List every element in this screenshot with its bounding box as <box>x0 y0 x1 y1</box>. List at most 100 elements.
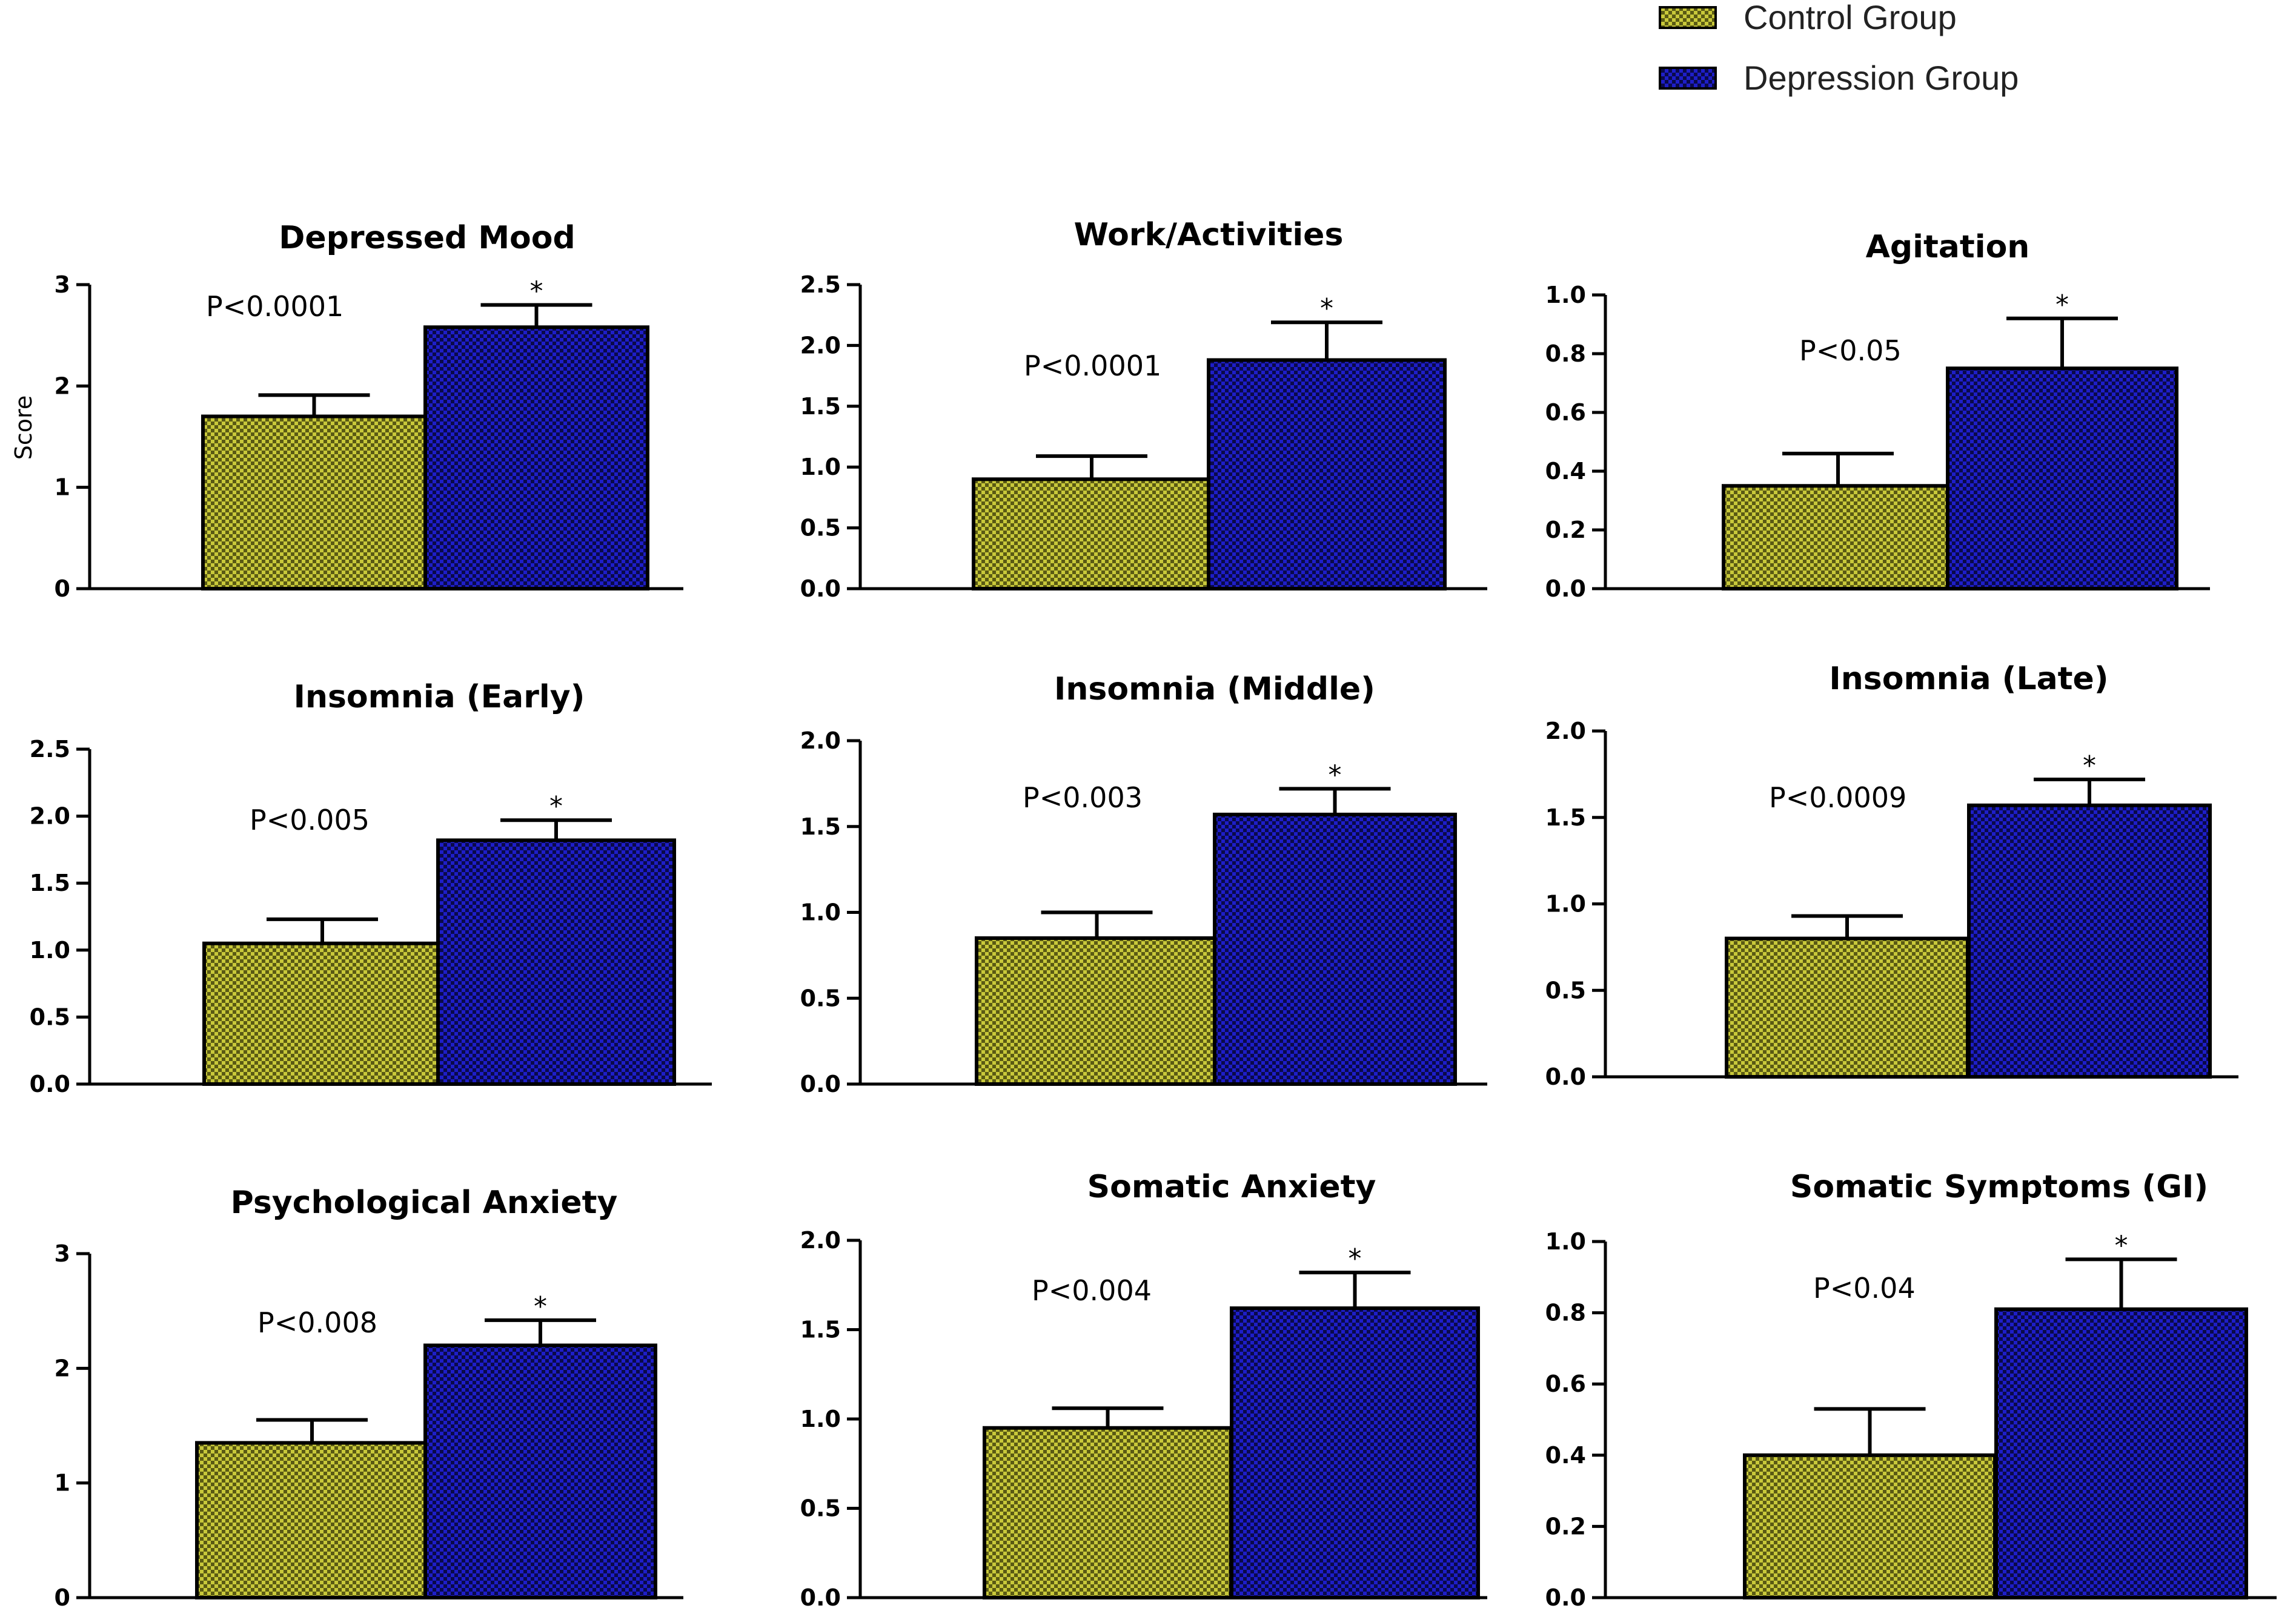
y-tick-label: 0.5 <box>800 515 841 541</box>
chart-panel: Agitation 0.0 0.2 0.4 0.6 0.8 1.0 * P<0.05 <box>1545 229 2210 602</box>
bar-control <box>983 1426 1233 1599</box>
chart-panel: Work/Activities 0.0 0.5 1.0 1.5 2.0 2.5 * P<0.00… <box>800 217 1487 602</box>
y-tick-label: 0.5 <box>800 985 841 1011</box>
chart-panel: Insomnia (Early) 0.0 0.5 1.0 1.5 2.0 2.5 * P<0.0… <box>30 679 712 1097</box>
y-tick-label: 0.2 <box>1545 1513 1586 1540</box>
y-tick-label: 2.0 <box>800 727 841 754</box>
bar-depression <box>423 325 649 591</box>
y-tick-label: 0.6 <box>1545 399 1586 426</box>
p-value-label: P<0.0001 <box>1024 349 1161 382</box>
y-tick-label: 0.6 <box>1545 1371 1586 1397</box>
chart-panel: Insomnia (Late) 0.0 0.5 1.0 1.5 2.0 * P<0.0009 <box>1545 661 2238 1090</box>
significance-marker: * <box>530 276 543 306</box>
bar-control <box>1722 484 1954 590</box>
chart-title: Work/Activities <box>1074 217 1344 253</box>
chart-panel: Psychological Anxiety 0 1 2 3 * P<0.008 <box>55 1185 683 1611</box>
y-tick-label: 0.4 <box>1545 458 1586 485</box>
y-tick-label: 1.5 <box>800 393 841 420</box>
y-tick-label: 2.0 <box>800 332 841 359</box>
significance-marker: * <box>1349 1243 1362 1274</box>
chart-title: Agitation <box>1866 229 2030 265</box>
significance-marker: * <box>1329 759 1342 790</box>
bar-depression <box>1207 358 1447 590</box>
y-tick-label: 0.0 <box>1545 575 1586 602</box>
y-tick-label: 1.0 <box>1545 1228 1586 1255</box>
bar-depression <box>1946 366 2178 590</box>
p-value-label: P<0.04 <box>1813 1272 1916 1305</box>
y-tick-label: 1.5 <box>1545 804 1586 831</box>
bar-control <box>1725 936 1969 1079</box>
y-tick-label: 0.0 <box>1545 1584 1586 1611</box>
chart-panel: Insomnia (Middle) 0.0 0.5 1.0 1.5 2.0 * P<0.003 <box>800 671 1487 1097</box>
y-tick-label: 1.0 <box>30 937 70 964</box>
bar-control <box>195 1441 429 1599</box>
p-value-label: P<0.005 <box>250 804 370 836</box>
bar-control <box>202 941 442 1086</box>
y-tick-label: 2.0 <box>800 1227 841 1254</box>
y-tick-label: 3 <box>55 1240 70 1267</box>
chart-title: Insomnia (Middle) <box>1054 671 1375 707</box>
y-tick-label: 2.5 <box>800 271 841 298</box>
bar-control <box>1743 1453 1997 1600</box>
y-tick-label: 1.5 <box>30 870 70 896</box>
y-tick-label: 1.0 <box>800 1406 841 1432</box>
y-tick-label: 0.0 <box>30 1071 70 1097</box>
p-value-label: P<0.0009 <box>1769 781 1906 814</box>
y-tick-label: 2.0 <box>1545 718 1586 744</box>
y-tick-label: 0 <box>55 1584 70 1611</box>
p-value-label: P<0.008 <box>257 1306 377 1339</box>
y-tick-label: 1 <box>55 474 70 501</box>
bar-depression <box>1994 1307 2248 1599</box>
chart-title: Depressed Mood <box>279 220 575 256</box>
y-tick-label: 0.0 <box>800 1071 841 1097</box>
y-tick-label: 1.0 <box>1545 891 1586 918</box>
bar-depression <box>1230 1306 1480 1600</box>
legend: Control Group Depression Group <box>1659 0 2019 97</box>
bar-depression <box>1213 812 1457 1086</box>
y-tick-label: 1.0 <box>800 454 841 480</box>
y-tick-label: 1 <box>55 1470 70 1497</box>
legend-depression-swatch <box>1659 67 1717 90</box>
y-tick-label: 2 <box>55 372 70 399</box>
y-axis-label: Score <box>10 395 37 460</box>
significance-marker: * <box>2083 750 2096 781</box>
y-tick-label: 2.0 <box>30 803 70 830</box>
y-tick-label: 0.5 <box>1545 977 1586 1004</box>
significance-marker: * <box>549 791 563 822</box>
y-tick-label: 2 <box>55 1355 70 1381</box>
y-tick-label: 0.8 <box>1545 1300 1586 1326</box>
bar-depression <box>1967 803 2212 1079</box>
y-tick-label: 1.5 <box>800 1317 841 1343</box>
y-tick-label: 0.2 <box>1545 517 1586 543</box>
y-tick-label: 0.5 <box>30 1004 70 1030</box>
panels: Depressed Mood0123Score*P<0.0001Work/Act… <box>10 217 2277 1611</box>
y-tick-label: 0 <box>55 575 70 602</box>
y-tick-label: 1.0 <box>1545 282 1586 308</box>
significance-marker: * <box>1320 293 1333 324</box>
y-tick-label: 3 <box>55 271 70 298</box>
chart-title: Psychological Anxiety <box>231 1185 618 1221</box>
chart-title: Somatic Anxiety <box>1087 1169 1376 1205</box>
p-value-label: P<0.003 <box>1023 781 1143 814</box>
significance-marker: * <box>2115 1230 2128 1261</box>
y-tick-label: 0.0 <box>800 575 841 602</box>
y-tick-label: 0.4 <box>1545 1442 1586 1469</box>
chart-panel: Somatic Anxiety 0.0 0.5 1.0 1.5 2.0 * P<0.004 <box>800 1169 1487 1611</box>
p-value-label: P<0.004 <box>1032 1274 1152 1307</box>
significance-marker: * <box>2055 289 2069 320</box>
legend-control-swatch <box>1659 6 1717 29</box>
p-value-label: P<0.05 <box>1799 334 1902 367</box>
y-tick-label: 1.0 <box>800 899 841 926</box>
bar-control <box>201 414 427 590</box>
p-value-label: P<0.0001 <box>206 290 343 323</box>
y-tick-label: 0.5 <box>800 1495 841 1522</box>
significance-marker: * <box>534 1291 547 1322</box>
y-tick-label: 0.0 <box>1545 1063 1586 1090</box>
legend-depression-label: Depression Group <box>1744 59 2019 97</box>
y-tick-label: 0.0 <box>800 1584 841 1611</box>
bar-control <box>972 477 1212 591</box>
y-tick-label: 0.8 <box>1545 340 1586 367</box>
y-tick-label: 2.5 <box>30 736 70 762</box>
bar-control <box>975 936 1219 1086</box>
